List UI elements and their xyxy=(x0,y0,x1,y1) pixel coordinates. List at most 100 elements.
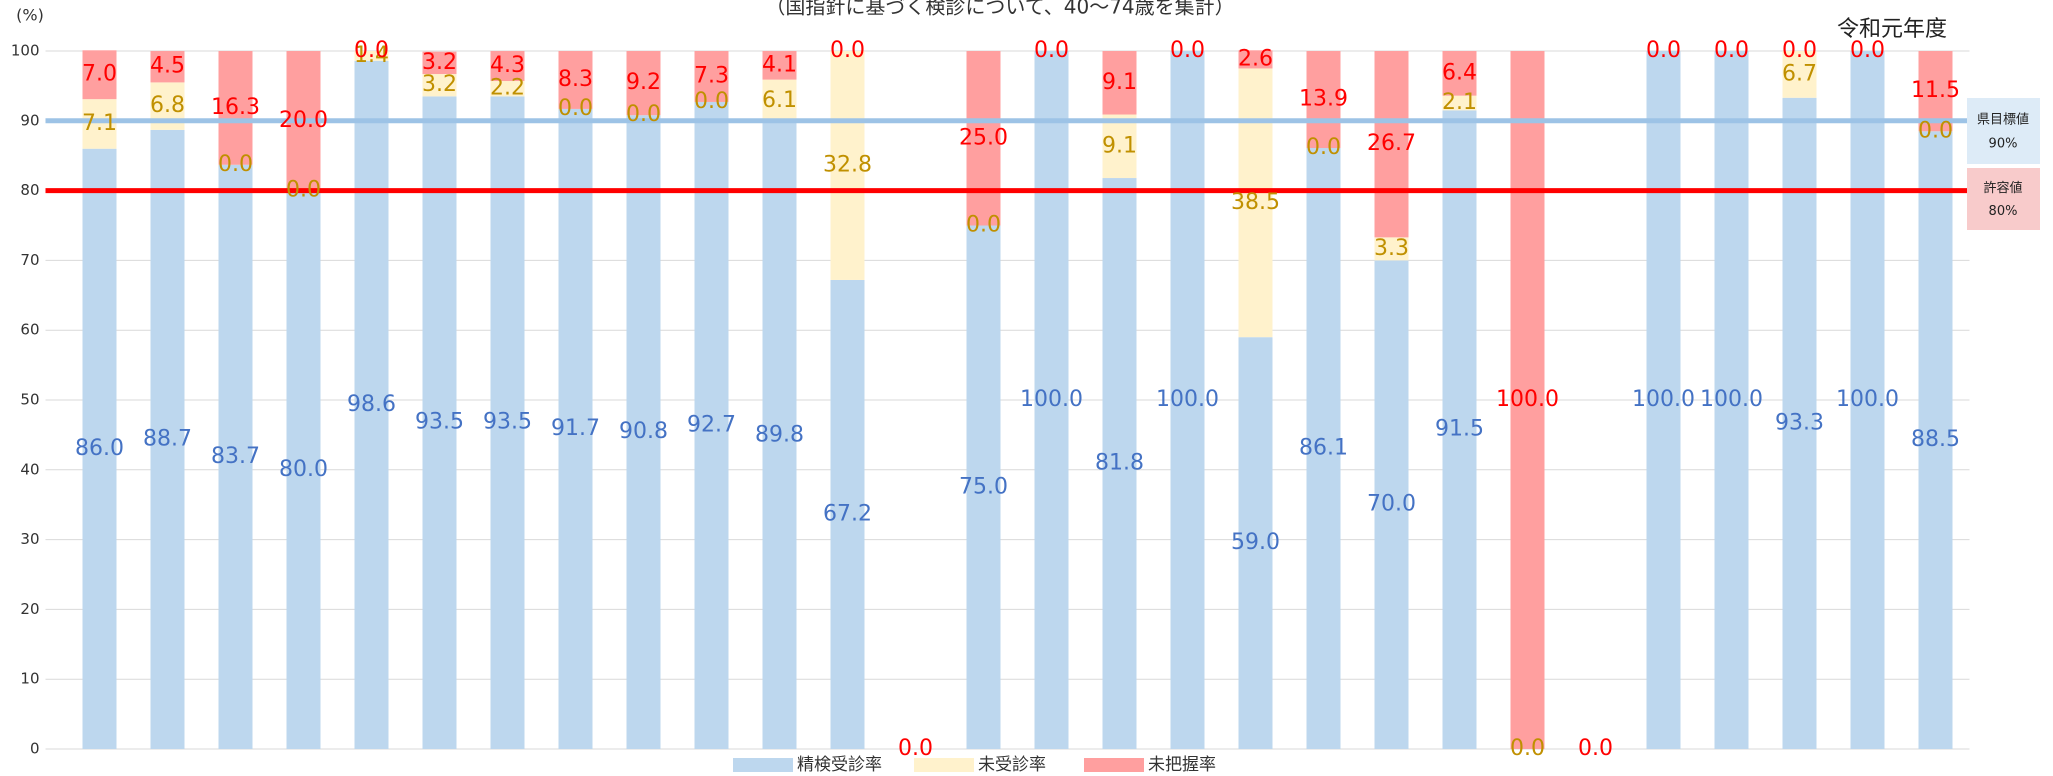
data-label: 67.2 xyxy=(823,501,872,526)
data-label: 0.0 xyxy=(218,152,253,177)
y-tick-label: 10 xyxy=(20,670,39,688)
bar-segment xyxy=(490,96,525,750)
data-label: 90.8 xyxy=(619,419,668,444)
data-label: 11.5 xyxy=(1911,78,1960,103)
bar-segment xyxy=(1102,51,1137,115)
bar-segment xyxy=(1238,68,1273,338)
bar-segment xyxy=(1782,51,1817,98)
data-label: 16.3 xyxy=(211,95,260,120)
bar-segment xyxy=(830,279,865,749)
data-label: 3.3 xyxy=(1374,236,1409,261)
data-label: 8.3 xyxy=(558,67,593,92)
bar-segment xyxy=(422,96,457,750)
bar-segment xyxy=(1306,51,1341,149)
bar-segment xyxy=(150,129,185,749)
data-label: 0.0 xyxy=(1170,38,1205,63)
bar-segment xyxy=(82,50,117,100)
data-label: 0.0 xyxy=(1646,38,1681,63)
bar-segment xyxy=(218,164,253,750)
data-label: 81.8 xyxy=(1095,451,1144,476)
data-label: 89.8 xyxy=(755,423,804,448)
data-label: 0.0 xyxy=(694,89,729,114)
data-label: 91.5 xyxy=(1435,417,1484,442)
bar-segment xyxy=(1102,114,1137,179)
reference-name: 許容値 xyxy=(1983,180,2022,196)
y-tick-label: 0 xyxy=(30,740,40,758)
data-label: 91.7 xyxy=(551,416,600,441)
y-tick-label: 80 xyxy=(20,181,39,199)
data-label: 0.0 xyxy=(1510,736,1545,761)
y-tick-label: 100 xyxy=(11,42,40,60)
data-label: 0.0 xyxy=(1034,38,1069,63)
data-label: 3.2 xyxy=(422,50,457,75)
data-label: 0.0 xyxy=(1850,38,1885,63)
chart-title: （国指針に基づく検診について、40〜74歳を集計） xyxy=(765,0,1234,19)
data-label: 86.1 xyxy=(1299,436,1348,461)
data-label: 6.8 xyxy=(150,93,185,118)
data-label: 2.2 xyxy=(490,76,525,101)
bar-segment xyxy=(82,148,117,750)
data-label: 86.0 xyxy=(75,436,124,461)
data-label: 88.7 xyxy=(143,426,192,451)
data-label: 0.0 xyxy=(1714,38,1749,63)
data-label: 13.9 xyxy=(1299,87,1348,112)
data-label: 100.0 xyxy=(1156,387,1219,412)
bar-segment xyxy=(286,190,321,750)
bar-segment xyxy=(1374,260,1409,749)
data-label: 75.0 xyxy=(959,474,1008,499)
data-label: 2.6 xyxy=(1238,46,1273,71)
data-label: 4.3 xyxy=(490,53,525,78)
bar-segment xyxy=(1646,51,1681,749)
bar-segment xyxy=(1714,51,1749,749)
data-label: 0.0 xyxy=(286,178,321,203)
bar-segment xyxy=(626,115,661,749)
data-label: 88.5 xyxy=(1911,427,1960,452)
legend-label: 精検受診率 xyxy=(797,755,882,775)
bar-segment xyxy=(1374,51,1409,238)
data-label: 9.1 xyxy=(1102,133,1137,158)
reference-label: 90% xyxy=(1989,137,2018,152)
data-label: 9.2 xyxy=(626,70,661,95)
data-label: 3.2 xyxy=(422,72,457,97)
bar-segment xyxy=(422,74,457,97)
bar-segment xyxy=(558,108,593,749)
data-label: 100.0 xyxy=(1632,387,1695,412)
bar-segment xyxy=(558,51,593,109)
bar-segment xyxy=(1306,148,1341,750)
legend-swatch xyxy=(914,758,974,772)
bar-segment xyxy=(490,51,525,82)
data-label: 4.1 xyxy=(762,52,797,77)
legend-label: 未把握率 xyxy=(1148,755,1216,775)
data-label: 80.0 xyxy=(279,457,328,482)
bar-segment xyxy=(694,51,729,102)
bar-segment xyxy=(694,101,729,750)
data-label: 93.3 xyxy=(1775,410,1824,435)
data-label: 100.0 xyxy=(1836,387,1899,412)
y-tick-label: 20 xyxy=(20,600,39,618)
bar-segment xyxy=(1238,337,1273,749)
bar-segment xyxy=(762,79,797,123)
data-label: 38.5 xyxy=(1231,190,1280,215)
bar-segment xyxy=(1442,51,1477,96)
bar-segment xyxy=(762,122,797,750)
data-label: 100.0 xyxy=(1020,387,1083,412)
data-label: 0.0 xyxy=(626,102,661,127)
data-label: 32.8 xyxy=(823,152,872,177)
reference-label: 80% xyxy=(1989,204,2018,219)
bar-segment xyxy=(1782,97,1817,750)
y-tick-label: 90 xyxy=(20,111,39,129)
data-label: 0.0 xyxy=(354,38,389,63)
data-label: 7.1 xyxy=(82,111,117,136)
bar-segment xyxy=(1034,51,1069,749)
data-label: 6.4 xyxy=(1442,60,1477,85)
data-label: 25.0 xyxy=(959,125,1008,150)
data-label: 0.0 xyxy=(1918,118,1953,143)
reference-name: 県目標値 xyxy=(1977,111,2029,127)
bar-segment xyxy=(82,99,117,149)
bar-segment xyxy=(1510,51,1545,749)
chart-subtitle: 令和元年度 xyxy=(1837,17,1947,42)
bar-segment xyxy=(1918,131,1953,749)
bar-segment xyxy=(626,51,661,116)
data-label: 98.6 xyxy=(347,392,396,417)
